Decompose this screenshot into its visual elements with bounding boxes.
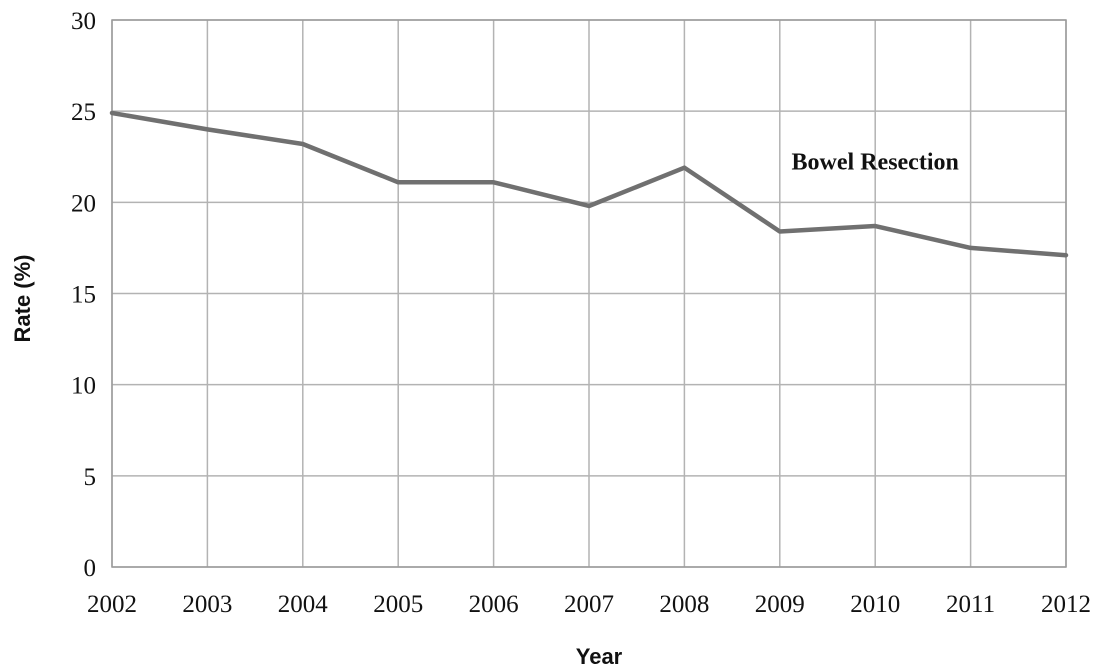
x-tick-label: 2006	[469, 591, 519, 618]
y-tick-label: 15	[71, 282, 96, 309]
y-tick-label: 5	[84, 464, 97, 491]
series-line	[109, 110, 1069, 258]
x-tick-label: 2007	[564, 591, 614, 618]
x-tick-label: 2010	[850, 591, 900, 618]
y-tick-label: 30	[71, 8, 96, 35]
y-tick-label: 20	[71, 190, 96, 217]
annotations: Bowel Resection	[792, 150, 959, 176]
x-tick-label: 2003	[182, 591, 232, 618]
series-group	[109, 110, 1069, 258]
y-tick-label: 25	[71, 99, 96, 126]
y-tick-label: 0	[84, 555, 97, 582]
grid	[111, 19, 1067, 568]
x-tick-label: 2012	[1041, 591, 1091, 618]
x-tick-label: 2011	[946, 591, 995, 618]
x-tick-label: 2002	[87, 591, 137, 618]
x-axis-title: Year	[576, 644, 623, 669]
y-axis-title: Rate (%)	[10, 254, 35, 342]
series-annotation: Bowel Resection	[792, 150, 959, 176]
x-axis-ticks: 2002 2003 2004 2005 2006 2007 2008 2009 2010 2011…	[87, 591, 1091, 618]
x-tick-label: 2009	[755, 591, 805, 618]
plot-area-frame	[111, 19, 1067, 568]
y-tick-label: 10	[71, 373, 96, 400]
y-axis-ticks: 0 5 10 15 20 25 30	[71, 8, 96, 582]
x-tick-label: 2005	[373, 591, 423, 618]
x-tick-label: 2008	[659, 591, 709, 618]
x-tick-label: 2004	[278, 591, 329, 618]
